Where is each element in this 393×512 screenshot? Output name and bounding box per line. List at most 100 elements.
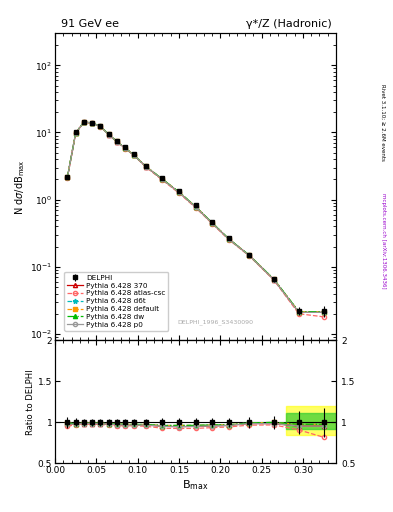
Bar [286, 413, 336, 429]
Pythia 6.428 d6t [115, 138, 119, 144]
Pythia 6.428 370 [176, 189, 181, 196]
Y-axis label: N d$\sigma$/dB$_{\rm max}$: N d$\sigma$/dB$_{\rm max}$ [13, 159, 27, 215]
Pythia 6.428 370 [193, 204, 198, 210]
Pythia 6.428 dw [131, 152, 136, 158]
Pythia 6.428 370 [210, 220, 215, 226]
Pythia 6.428 default [193, 203, 198, 209]
Pythia 6.428 dw [115, 138, 119, 144]
Pythia 6.428 d6t [193, 203, 198, 209]
Text: Rivet 3.1.10; ≥ 2.6M events: Rivet 3.1.10; ≥ 2.6M events [381, 84, 386, 161]
Pythia 6.428 p0 [123, 145, 128, 152]
Pythia 6.428 default [123, 145, 128, 151]
Pythia 6.428 default [65, 174, 70, 180]
Pythia 6.428 dw [143, 163, 148, 169]
Pythia 6.428 default [321, 309, 326, 315]
Pythia 6.428 dw [176, 189, 181, 195]
Pythia 6.428 atlas-csc [123, 145, 128, 152]
Pythia 6.428 p0 [272, 277, 276, 283]
Bar [286, 406, 336, 435]
Pythia 6.428 default [226, 236, 231, 242]
Pythia 6.428 dw [123, 145, 128, 151]
Pythia 6.428 atlas-csc [226, 237, 231, 243]
Pythia 6.428 default [82, 119, 86, 125]
Line: Pythia 6.428 d6t: Pythia 6.428 d6t [65, 119, 326, 314]
Line: Pythia 6.428 p0: Pythia 6.428 p0 [65, 120, 326, 314]
Pythia 6.428 p0 [143, 163, 148, 169]
Pythia 6.428 dw [107, 132, 111, 138]
Pythia 6.428 370 [143, 163, 148, 169]
Pythia 6.428 p0 [107, 132, 111, 138]
Line: Pythia 6.428 default: Pythia 6.428 default [65, 120, 326, 314]
Pythia 6.428 370 [226, 236, 231, 242]
Pythia 6.428 370 [272, 277, 276, 283]
Pythia 6.428 dw [73, 130, 78, 136]
Pythia 6.428 d6t [176, 189, 181, 195]
Pythia 6.428 p0 [176, 189, 181, 196]
Pythia 6.428 dw [90, 120, 95, 126]
Pythia 6.428 d6t [226, 236, 231, 242]
Pythia 6.428 d6t [296, 309, 301, 315]
Pythia 6.428 atlas-csc [82, 119, 86, 125]
Pythia 6.428 default [160, 176, 165, 182]
Pythia 6.428 p0 [193, 204, 198, 210]
Pythia 6.428 atlas-csc [90, 120, 95, 126]
Pythia 6.428 370 [296, 309, 301, 315]
Pythia 6.428 default [210, 220, 215, 226]
Pythia 6.428 p0 [247, 252, 252, 259]
Pythia 6.428 default [247, 252, 252, 258]
Pythia 6.428 dw [321, 309, 326, 315]
Pythia 6.428 d6t [98, 123, 103, 130]
Legend: DELPHI, Pythia 6.428 370, Pythia 6.428 atlas-csc, Pythia 6.428 d6t, Pythia 6.428: DELPHI, Pythia 6.428 370, Pythia 6.428 a… [64, 272, 168, 331]
Pythia 6.428 atlas-csc [210, 221, 215, 227]
Pythia 6.428 default [296, 309, 301, 315]
Pythia 6.428 370 [247, 252, 252, 259]
Pythia 6.428 370 [82, 119, 86, 125]
Pythia 6.428 p0 [90, 120, 95, 126]
Pythia 6.428 p0 [296, 309, 301, 315]
Pythia 6.428 atlas-csc [193, 205, 198, 211]
Pythia 6.428 dw [193, 203, 198, 209]
Pythia 6.428 d6t [107, 132, 111, 138]
Line: Pythia 6.428 370: Pythia 6.428 370 [65, 120, 326, 314]
Pythia 6.428 p0 [65, 174, 70, 180]
Pythia 6.428 dw [160, 176, 165, 182]
Pythia 6.428 p0 [131, 152, 136, 158]
Pythia 6.428 370 [123, 145, 128, 152]
Pythia 6.428 dw [210, 220, 215, 226]
Pythia 6.428 d6t [123, 145, 128, 151]
Text: mcplots.cern.ch [arXiv:1306.3436]: mcplots.cern.ch [arXiv:1306.3436] [381, 193, 386, 288]
Pythia 6.428 d6t [131, 152, 136, 158]
Line: Pythia 6.428 dw: Pythia 6.428 dw [65, 120, 326, 314]
Pythia 6.428 370 [98, 123, 103, 130]
Text: γ*/Z (Hadronic): γ*/Z (Hadronic) [246, 19, 332, 29]
Text: 91 GeV ee: 91 GeV ee [61, 19, 119, 29]
Pythia 6.428 d6t [210, 220, 215, 226]
Pythia 6.428 d6t [143, 163, 148, 169]
Pythia 6.428 dw [226, 236, 231, 242]
Pythia 6.428 d6t [160, 176, 165, 182]
Pythia 6.428 atlas-csc [73, 130, 78, 136]
Pythia 6.428 atlas-csc [143, 164, 148, 170]
Pythia 6.428 dw [65, 174, 70, 180]
Pythia 6.428 atlas-csc [115, 139, 119, 145]
Pythia 6.428 p0 [226, 236, 231, 242]
Pythia 6.428 p0 [115, 139, 119, 145]
Pythia 6.428 d6t [321, 309, 326, 315]
Pythia 6.428 default [131, 152, 136, 158]
Pythia 6.428 p0 [160, 176, 165, 182]
Pythia 6.428 default [272, 276, 276, 283]
Pythia 6.428 atlas-csc [107, 132, 111, 138]
Pythia 6.428 d6t [82, 119, 86, 125]
Pythia 6.428 atlas-csc [272, 277, 276, 283]
Pythia 6.428 dw [247, 252, 252, 258]
Pythia 6.428 p0 [98, 123, 103, 130]
Pythia 6.428 370 [131, 152, 136, 158]
Y-axis label: Ratio to DELPHI: Ratio to DELPHI [26, 369, 35, 435]
Pythia 6.428 atlas-csc [160, 177, 165, 183]
Pythia 6.428 d6t [90, 120, 95, 126]
Pythia 6.428 default [115, 138, 119, 144]
Pythia 6.428 d6t [73, 130, 78, 136]
Pythia 6.428 d6t [272, 276, 276, 283]
Pythia 6.428 370 [65, 174, 70, 180]
Pythia 6.428 dw [98, 123, 103, 130]
